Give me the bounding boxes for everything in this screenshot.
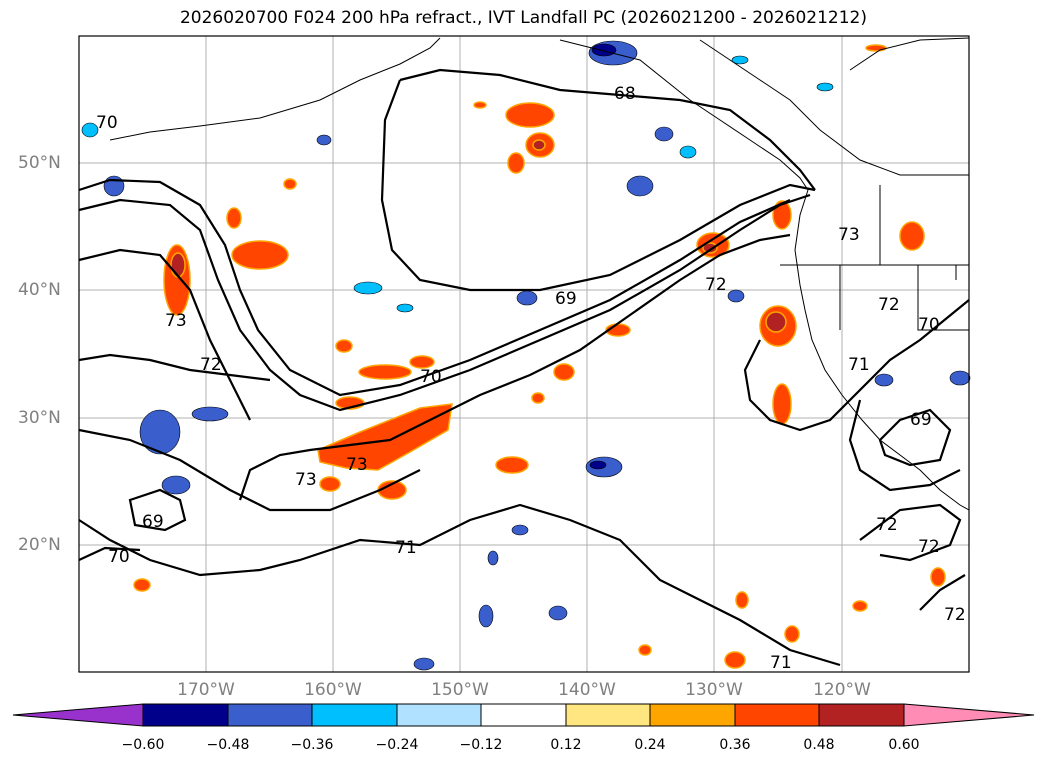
contour-label: 73: [295, 470, 317, 490]
colorbar-segment: [649, 703, 736, 727]
colorbar-segment: [480, 703, 567, 727]
lat-label: 50°N: [18, 153, 61, 173]
contour-lines: [78, 68, 970, 667]
contour-label: 72: [944, 605, 966, 625]
contour-label: 71: [848, 355, 870, 375]
contour-label: 71: [395, 538, 417, 558]
colorbar-segment: [142, 703, 229, 727]
lon-label: 140°W: [558, 680, 616, 700]
colorbar-tick-label: 0.60: [888, 737, 920, 753]
colorbar-segment: [565, 703, 651, 727]
contour-label: 68: [614, 84, 636, 104]
colorbar-tick-label: 0.36: [719, 737, 751, 753]
colorbar-tick-label: 0.12: [550, 737, 582, 753]
colorbar-tick-label: −0.48: [206, 737, 250, 753]
lon-label: 120°W: [813, 680, 871, 700]
colorbar-extend-high: [903, 703, 1035, 727]
graticule: [79, 36, 969, 672]
colorbar-tick-label: 0.24: [634, 737, 666, 753]
contour-label: 70: [108, 547, 130, 567]
map-title: 2026020700 F024 200 hPa refract., IVT La…: [179, 8, 867, 28]
colorbar: [12, 703, 1035, 727]
lon-label: 160°W: [304, 680, 362, 700]
colorbar-segment: [734, 703, 820, 727]
lat-label: 40°N: [18, 280, 61, 300]
contour-label: 72: [705, 275, 727, 295]
contour-label: 71: [770, 653, 792, 673]
colorbar-tick-label: 0.48: [803, 737, 835, 753]
map-frame: [78, 35, 970, 673]
contour-label: 72: [878, 295, 900, 315]
contour-label: 72: [200, 355, 222, 375]
contour-label: 70: [918, 315, 940, 335]
contour-label: 73: [838, 225, 860, 245]
lon-label: 170°W: [177, 680, 235, 700]
colorbar-segment: [311, 703, 398, 727]
colorbar-tick-label: −0.36: [290, 737, 334, 753]
contour-label: 72: [918, 537, 940, 557]
contour-label: 69: [555, 289, 577, 309]
colorbar-tick-label: −0.24: [375, 737, 419, 753]
lat-label: 20°N: [18, 535, 61, 555]
lon-label: 150°W: [431, 680, 489, 700]
contour-label-group: 68 69 69 69 70 70 70 70 71 71 71 72 72 7…: [96, 84, 966, 673]
colorbar-tick-label: −0.12: [459, 737, 503, 753]
contour-label: 73: [165, 311, 187, 331]
colorbar-segment: [227, 703, 313, 727]
positive-anomaly-patches: [133, 44, 946, 669]
lon-label: 130°W: [685, 680, 743, 700]
contour-label: 70: [96, 113, 118, 133]
map-area: [79, 36, 969, 672]
colorbar-segment: [818, 703, 905, 727]
negative-anomaly-patches: [81, 40, 971, 671]
colorbar-extend-low: [12, 703, 144, 727]
colorbar-tick-label: −0.60: [121, 737, 165, 753]
contour-label: 73: [346, 455, 368, 475]
contour-label: 69: [910, 410, 932, 430]
contour-label: 69: [142, 512, 164, 532]
colorbar-segment: [396, 703, 482, 727]
lat-label: 30°N: [18, 408, 61, 428]
contour-label: 70: [420, 367, 442, 387]
contour-label: 72: [876, 515, 898, 535]
